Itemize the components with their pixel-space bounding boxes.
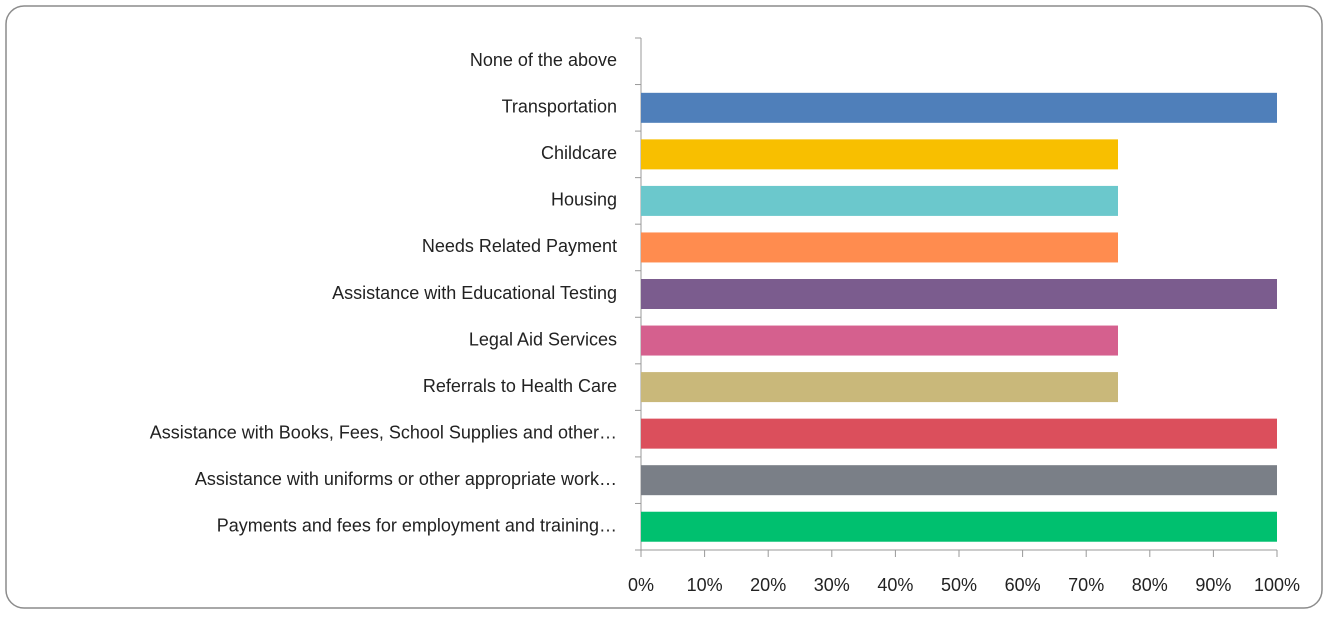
x-tick-label: 90% (1195, 575, 1231, 595)
y-tick-label: Assistance with Educational Testing (332, 283, 617, 303)
y-tick-label: Transportation (502, 97, 617, 117)
y-tick-label: Assistance with uniforms or other approp… (195, 469, 617, 489)
bar (641, 372, 1118, 403)
y-tick-label: Assistance with Books, Fees, School Supp… (150, 422, 617, 442)
bar (641, 185, 1118, 216)
bar (641, 139, 1118, 170)
x-tick-label: 70% (1068, 575, 1104, 595)
x-tick-label: 30% (814, 575, 850, 595)
x-tick-label: 100% (1254, 575, 1300, 595)
x-tick-label: 40% (877, 575, 913, 595)
x-tick-label: 80% (1132, 575, 1168, 595)
x-tick-label: 10% (687, 575, 723, 595)
bar (641, 325, 1118, 356)
bar (641, 92, 1277, 123)
x-tick-label: 60% (1005, 575, 1041, 595)
bar (641, 511, 1277, 542)
bar (641, 232, 1118, 263)
y-tick-label: Childcare (541, 143, 617, 163)
bar (641, 465, 1277, 496)
y-tick-label: Legal Aid Services (469, 329, 617, 349)
y-tick-label: Needs Related Payment (422, 236, 617, 256)
y-tick-label: Housing (551, 190, 617, 210)
y-tick-label: Payments and fees for employment and tra… (217, 515, 617, 535)
bar (641, 418, 1277, 449)
y-tick-label: None of the above (470, 50, 617, 70)
x-tick-label: 0% (628, 575, 654, 595)
x-tick-label: 50% (941, 575, 977, 595)
x-tick-label: 20% (750, 575, 786, 595)
y-tick-label: Referrals to Health Care (423, 376, 617, 396)
bar (641, 279, 1277, 309)
